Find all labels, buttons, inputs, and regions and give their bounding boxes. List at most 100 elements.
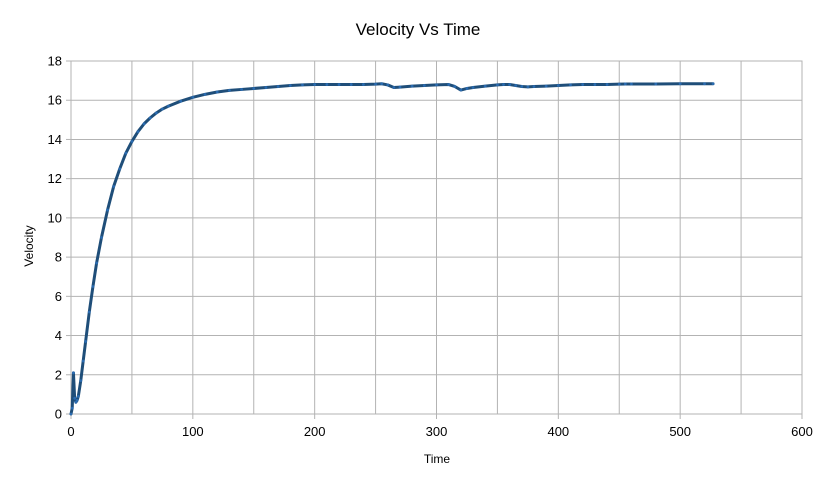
- data-point: [508, 83, 511, 86]
- data-point: [136, 130, 140, 134]
- data-point: [422, 84, 426, 87]
- x-tick-label: 600: [791, 424, 813, 439]
- data-point: [276, 85, 280, 88]
- data-point: [142, 122, 146, 126]
- data-point: [581, 83, 585, 86]
- data-point: [69, 412, 73, 416]
- data-point: [349, 83, 353, 86]
- y-axis-title: Velocity: [22, 225, 36, 266]
- data-point: [711, 82, 715, 86]
- data-point: [179, 99, 183, 103]
- y-tick-label: 12: [48, 171, 62, 186]
- data-point: [374, 82, 377, 86]
- y-tick-label: 10: [48, 210, 62, 225]
- data-point: [520, 85, 524, 88]
- data-point: [87, 310, 91, 314]
- y-tick-label: 18: [48, 54, 62, 69]
- data-point: [465, 87, 469, 90]
- y-tick-label: 4: [55, 328, 62, 343]
- data-point: [240, 88, 243, 91]
- y-tick-label: 16: [48, 93, 62, 108]
- data-point: [313, 83, 317, 86]
- data-point: [605, 83, 609, 86]
- data-point: [191, 95, 195, 99]
- x-axis-ticks: 0 100 200 300 400 500 600: [67, 414, 813, 439]
- data-point: [118, 167, 122, 171]
- data-point: [447, 83, 451, 86]
- data-point: [148, 116, 152, 120]
- data-point: [160, 107, 164, 111]
- data-point: [569, 83, 572, 87]
- data-point: [325, 83, 329, 86]
- data-point: [106, 208, 109, 212]
- data-point: [544, 84, 548, 88]
- data-point: [678, 82, 682, 86]
- data-point: [70, 406, 74, 410]
- data-point: [398, 85, 402, 89]
- y-axis-ticks: 0 2 4 6 8 10 12 14 16 18: [48, 54, 71, 422]
- y-tick-label: 8: [55, 250, 62, 265]
- data-point: [386, 83, 390, 87]
- data-point: [79, 379, 83, 383]
- x-tick-label: 100: [182, 424, 204, 439]
- data-point: [227, 89, 231, 92]
- data-point: [471, 86, 475, 89]
- velocity-series-points: [69, 82, 715, 416]
- data-point: [76, 394, 80, 398]
- series-layer: [69, 82, 715, 416]
- data-point: [73, 396, 77, 400]
- y-tick-label: 14: [48, 132, 62, 147]
- data-point: [502, 83, 505, 86]
- data-point: [380, 82, 384, 86]
- data-point: [703, 82, 706, 86]
- data-point: [459, 88, 463, 92]
- y-tick-label: 0: [55, 407, 62, 422]
- data-point: [630, 82, 633, 86]
- data-point: [362, 83, 365, 86]
- data-point: [337, 83, 341, 86]
- data-point: [130, 140, 134, 143]
- data-point: [301, 83, 304, 87]
- data-point: [81, 359, 85, 363]
- data-point: [654, 82, 658, 86]
- x-tick-label: 200: [304, 424, 326, 439]
- data-point: [435, 83, 438, 87]
- data-point: [496, 83, 499, 87]
- data-point: [203, 92, 207, 96]
- x-tick-label: 400: [547, 424, 569, 439]
- data-point: [623, 82, 627, 86]
- data-point: [95, 261, 98, 265]
- data-point: [215, 90, 219, 94]
- y-tick-label: 2: [55, 367, 62, 382]
- x-tick-label: 300: [426, 424, 448, 439]
- x-tick-label: 0: [67, 424, 74, 439]
- data-point: [91, 285, 95, 288]
- data-point: [288, 84, 292, 87]
- data-point: [252, 87, 256, 90]
- data-point: [75, 398, 79, 402]
- data-point: [392, 86, 396, 89]
- data-point: [264, 86, 268, 89]
- data-point: [483, 84, 487, 88]
- data-point: [593, 83, 597, 86]
- data-point: [556, 84, 560, 87]
- data-point: [154, 111, 158, 115]
- data-point: [526, 85, 530, 89]
- x-tick-label: 500: [669, 424, 691, 439]
- data-point: [84, 340, 88, 343]
- chart-title: Velocity Vs Time: [356, 20, 481, 39]
- data-point: [167, 104, 170, 108]
- data-point: [514, 84, 518, 87]
- y-tick-label: 6: [55, 289, 62, 304]
- data-point: [100, 236, 103, 239]
- data-point: [453, 85, 457, 88]
- data-point: [112, 185, 116, 188]
- data-point: [72, 371, 75, 375]
- data-point: [124, 151, 128, 155]
- data-point: [617, 82, 621, 86]
- data-point: [532, 85, 536, 88]
- data-point: [410, 84, 414, 88]
